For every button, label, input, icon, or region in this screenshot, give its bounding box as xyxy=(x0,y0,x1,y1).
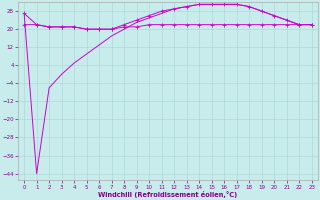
X-axis label: Windchill (Refroidissement éolien,°C): Windchill (Refroidissement éolien,°C) xyxy=(98,191,237,198)
